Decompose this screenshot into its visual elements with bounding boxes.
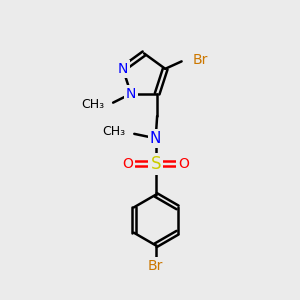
Text: Br: Br xyxy=(148,259,164,273)
Text: CH₃: CH₃ xyxy=(82,98,105,111)
Text: O: O xyxy=(122,157,133,171)
Text: O: O xyxy=(178,157,189,171)
Text: CH₃: CH₃ xyxy=(102,125,125,138)
Text: N: N xyxy=(126,87,136,101)
Text: S: S xyxy=(150,154,161,172)
Text: N: N xyxy=(118,62,128,76)
Text: N: N xyxy=(150,131,161,146)
Text: Br: Br xyxy=(193,53,208,67)
